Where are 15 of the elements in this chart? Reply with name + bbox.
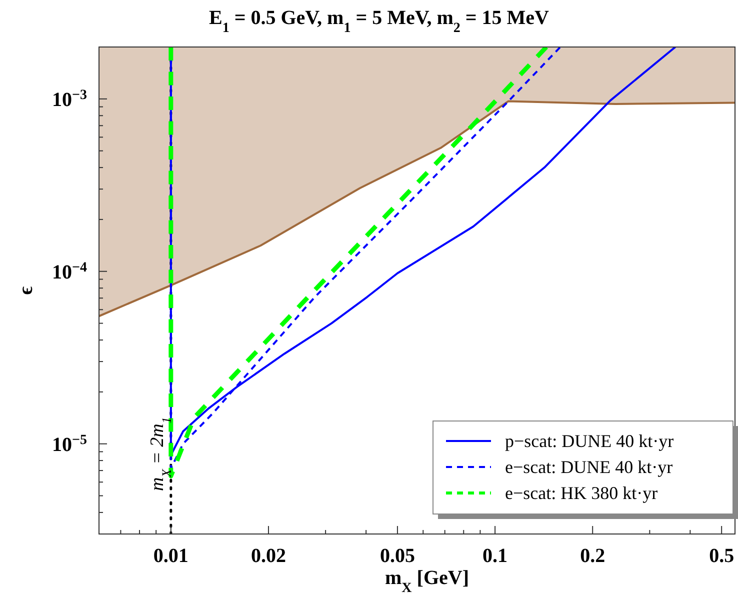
y-axis-title: ϵ [15, 286, 37, 295]
x-tick-label: 0.02 [250, 545, 286, 567]
y-tick-label: 10$^{−3}$ [52, 87, 87, 111]
legend-label: e−scat: DUNE 40 kt·yr [505, 457, 673, 477]
x-tick-label: 0.05 [380, 545, 415, 567]
x-axis-title: m$_{X}$ [GeV] [385, 567, 469, 596]
chart-title: E$_{1}$ = 0.5 GeV, m$_{1}$ = 5 MeV, m$_{2}$ = 15 MeV [209, 7, 550, 36]
legend-label: e−scat: HK 380 kt·yr [505, 483, 658, 503]
x-tick-label: 0.2 [580, 545, 606, 567]
x-tick-label: 0.5 [709, 545, 734, 567]
legend-label: p−scat: DUNE 40 kt·yr [505, 431, 674, 451]
x-tick-label: 0.1 [482, 545, 508, 567]
y-tick-label: 10$^{−4}$ [52, 260, 87, 284]
x-tick-label: 0.01 [153, 545, 188, 567]
y-tick-label: 10$^{−5}$ [52, 432, 87, 456]
